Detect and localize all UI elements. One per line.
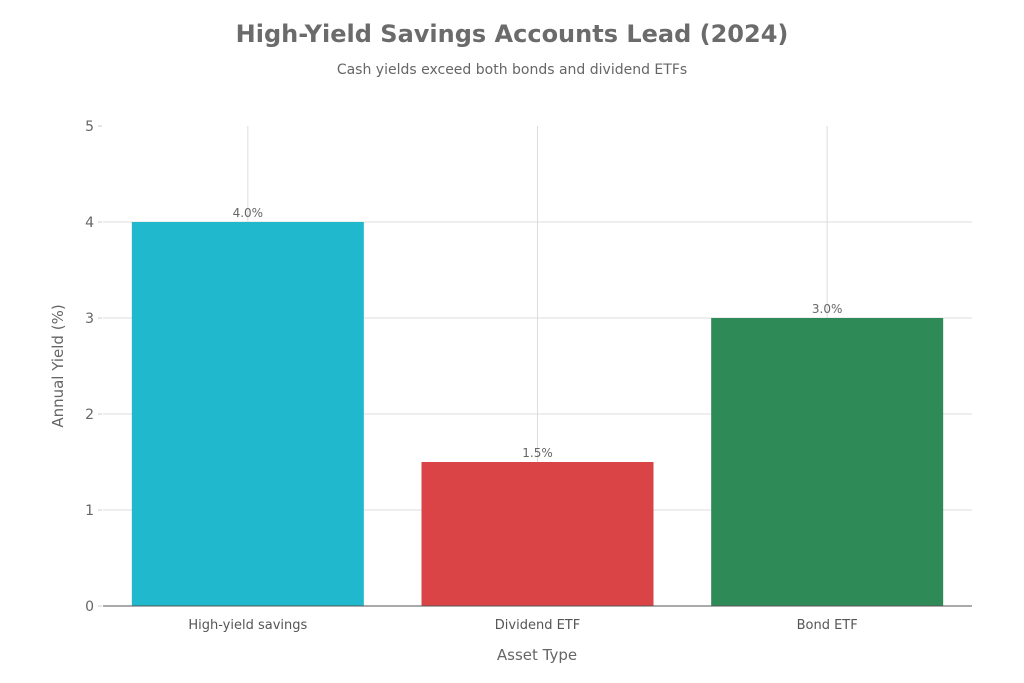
bar bbox=[131, 222, 364, 606]
x-tick-label: High-yield savings bbox=[188, 618, 307, 633]
data-label: 1.5% bbox=[522, 446, 553, 460]
chart-title: High-Yield Savings Accounts Lead (2024) bbox=[235, 20, 789, 48]
y-tick-label: 3 bbox=[85, 311, 94, 327]
bar bbox=[421, 462, 654, 606]
data-label: 4.0% bbox=[233, 206, 264, 220]
x-tick-label: Dividend ETF bbox=[495, 618, 580, 633]
y-tick-label: 4 bbox=[85, 215, 94, 231]
y-tick-label: 1 bbox=[85, 503, 94, 519]
y-tick-label: 5 bbox=[85, 119, 94, 135]
chart-subtitle: Cash yields exceed both bonds and divide… bbox=[336, 62, 688, 78]
y-tick-label: 0 bbox=[85, 599, 94, 615]
x-axis-title: Asset Type bbox=[497, 646, 577, 664]
y-tick-label: 2 bbox=[85, 407, 94, 423]
x-tick-label: Bond ETF bbox=[797, 618, 858, 633]
y-axis-title: Annual Yield (%) bbox=[49, 304, 67, 427]
bar bbox=[711, 318, 944, 606]
data-label: 3.0% bbox=[812, 302, 843, 316]
